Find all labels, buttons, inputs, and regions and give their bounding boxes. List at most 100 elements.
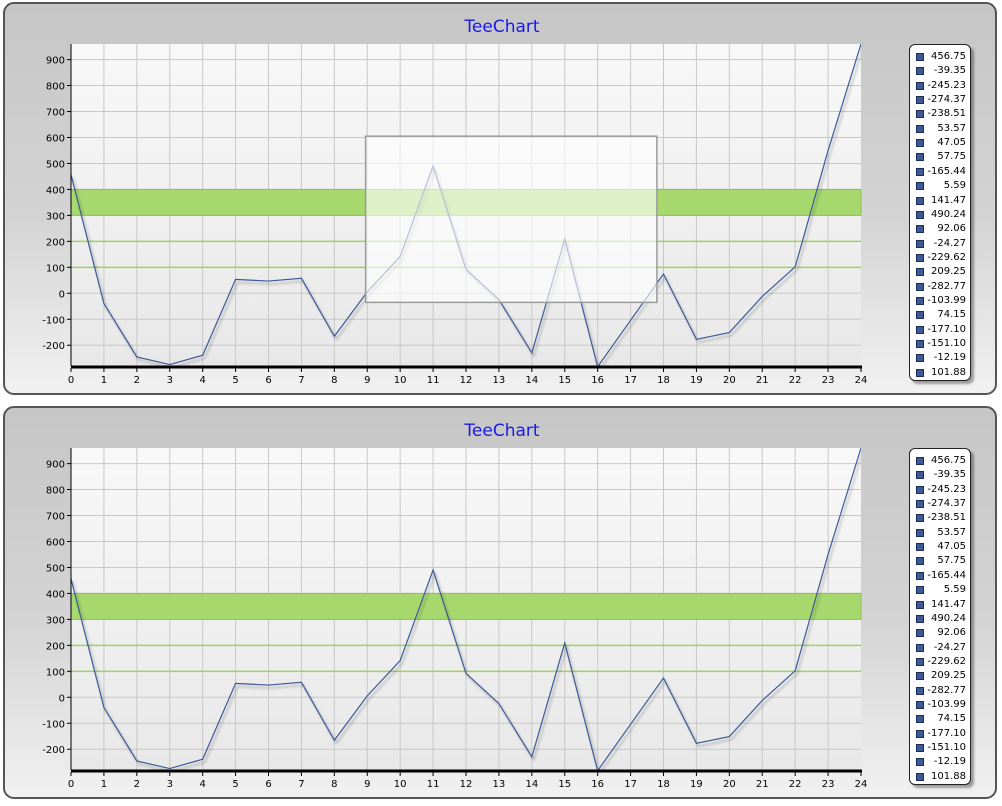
legend-item[interactable]: -229.62: [910, 655, 970, 669]
legend-item[interactable]: -229.62: [910, 251, 970, 265]
y-tick-label: 500: [46, 563, 65, 574]
legend-item[interactable]: -24.27: [910, 641, 970, 655]
legend-swatch: [916, 124, 924, 133]
y-tick-label: 100: [46, 667, 65, 678]
legend-swatch: [916, 368, 924, 377]
legend-swatch: [916, 296, 924, 305]
legend-label: -238.51: [927, 108, 966, 120]
x-tick-label: 17: [624, 779, 637, 790]
x-tick-label: 11: [427, 375, 440, 386]
legend-item[interactable]: 490.24: [910, 612, 970, 626]
legend-item[interactable]: 456.75: [910, 50, 970, 64]
x-tick-label: 18: [657, 375, 670, 386]
legend-item[interactable]: 5.59: [910, 583, 970, 597]
x-tick-label: 19: [690, 375, 703, 386]
legend-item[interactable]: -282.77: [910, 684, 970, 698]
x-tick-label: 1: [101, 375, 107, 386]
legend-item[interactable]: 57.75: [910, 554, 970, 568]
legend-swatch: [916, 700, 924, 709]
x-tick-label: 4: [199, 375, 205, 386]
legend-item[interactable]: -177.10: [910, 323, 970, 337]
legend-item[interactable]: -238.51: [910, 511, 970, 525]
legend-label: -103.99: [927, 698, 966, 710]
x-tick-label: 2: [134, 779, 140, 790]
legend-item[interactable]: 57.75: [910, 150, 970, 164]
legend-item[interactable]: 101.88: [910, 366, 970, 380]
legend-swatch: [916, 729, 924, 738]
legend-item[interactable]: -39.35: [910, 64, 970, 78]
legend-swatch: [916, 657, 924, 666]
legend-item[interactable]: 47.05: [910, 136, 970, 150]
legend-item[interactable]: -12.19: [910, 351, 970, 365]
x-tick-label: 9: [364, 375, 370, 386]
legend-swatch: [916, 354, 924, 363]
x-tick-label: 10: [394, 779, 407, 790]
legend-item[interactable]: -12.19: [910, 755, 970, 769]
x-tick-label: 18: [657, 779, 670, 790]
legend-item[interactable]: 74.15: [910, 308, 970, 322]
legend-item[interactable]: 456.75: [910, 454, 970, 468]
legend-label: 47.05: [937, 137, 966, 149]
legend-item[interactable]: 53.57: [910, 122, 970, 136]
legend-item[interactable]: 74.15: [910, 712, 970, 726]
y-tick-label: 300: [46, 211, 65, 222]
legend-label: -151.10: [927, 742, 966, 753]
legend-item[interactable]: -39.35: [910, 468, 970, 482]
legend-swatch: [916, 758, 924, 767]
legend-item[interactable]: -165.44: [910, 569, 970, 583]
y-tick-label: 0: [59, 693, 65, 704]
legend-label: -39.35: [933, 469, 966, 481]
legend-label: -12.19: [933, 756, 966, 768]
legend-item[interactable]: 47.05: [910, 540, 970, 554]
legend-item[interactable]: -24.27: [910, 237, 970, 251]
y-tick-label: 500: [46, 159, 65, 170]
legend-swatch: [916, 586, 924, 595]
x-tick-label: 20: [723, 375, 736, 386]
legend-item[interactable]: -282.77: [910, 280, 970, 294]
y-tick-label: 0: [59, 289, 65, 300]
legend-item[interactable]: -274.37: [910, 497, 970, 511]
legend-item[interactable]: 209.25: [910, 669, 970, 683]
x-tick-label: 23: [822, 375, 835, 386]
legend-swatch: [916, 340, 924, 348]
x-tick-label: 8: [331, 779, 337, 790]
x-tick-label: 5: [232, 779, 238, 790]
legend-label: -177.10: [927, 323, 966, 335]
legend-item[interactable]: -103.99: [910, 294, 970, 308]
legend-label: 74.15: [937, 309, 966, 321]
chart-legend: 456.75 -39.35 -245.23 -274.37 -238.51 53.57 47…: [909, 448, 971, 785]
legend-swatch: [916, 686, 924, 695]
legend-item[interactable]: -151.10: [910, 337, 970, 351]
legend-item[interactable]: 141.47: [910, 194, 970, 208]
y-tick-label: 200: [46, 641, 65, 652]
legend-item[interactable]: 53.57: [910, 526, 970, 540]
legend-item[interactable]: 209.25: [910, 265, 970, 279]
x-tick-label: 7: [298, 779, 304, 790]
legend-item[interactable]: 490.24: [910, 208, 970, 222]
legend-label: 5.59: [943, 180, 966, 192]
legend-item[interactable]: -103.99: [910, 698, 970, 712]
legend-item[interactable]: -238.51: [910, 107, 970, 121]
legend-item[interactable]: 101.88: [910, 770, 970, 784]
legend-item[interactable]: 5.59: [910, 179, 970, 193]
legend-swatch: [916, 153, 924, 162]
legend-item[interactable]: 92.06: [910, 626, 970, 640]
legend-item[interactable]: -177.10: [910, 727, 970, 741]
legend-item[interactable]: 141.47: [910, 598, 970, 612]
legend-swatch: [916, 81, 924, 90]
zoom-selection-rectangle[interactable]: [364, 135, 658, 304]
x-tick-label: 4: [199, 779, 205, 790]
legend-item[interactable]: -151.10: [910, 741, 970, 755]
legend-item[interactable]: 92.06: [910, 222, 970, 236]
legend-swatch: [916, 53, 924, 61]
legend-item[interactable]: -274.37: [910, 93, 970, 107]
legend-item[interactable]: -245.23: [910, 79, 970, 93]
y-tick-label: 800: [46, 82, 65, 93]
legend-item[interactable]: -245.23: [910, 483, 970, 497]
legend-label: -165.44: [927, 569, 966, 581]
legend-swatch: [916, 311, 924, 320]
chart-legend: 456.75 -39.35 -245.23 -274.37 -238.51 53.57 47…: [909, 44, 971, 381]
legend-item[interactable]: -165.44: [910, 165, 970, 179]
